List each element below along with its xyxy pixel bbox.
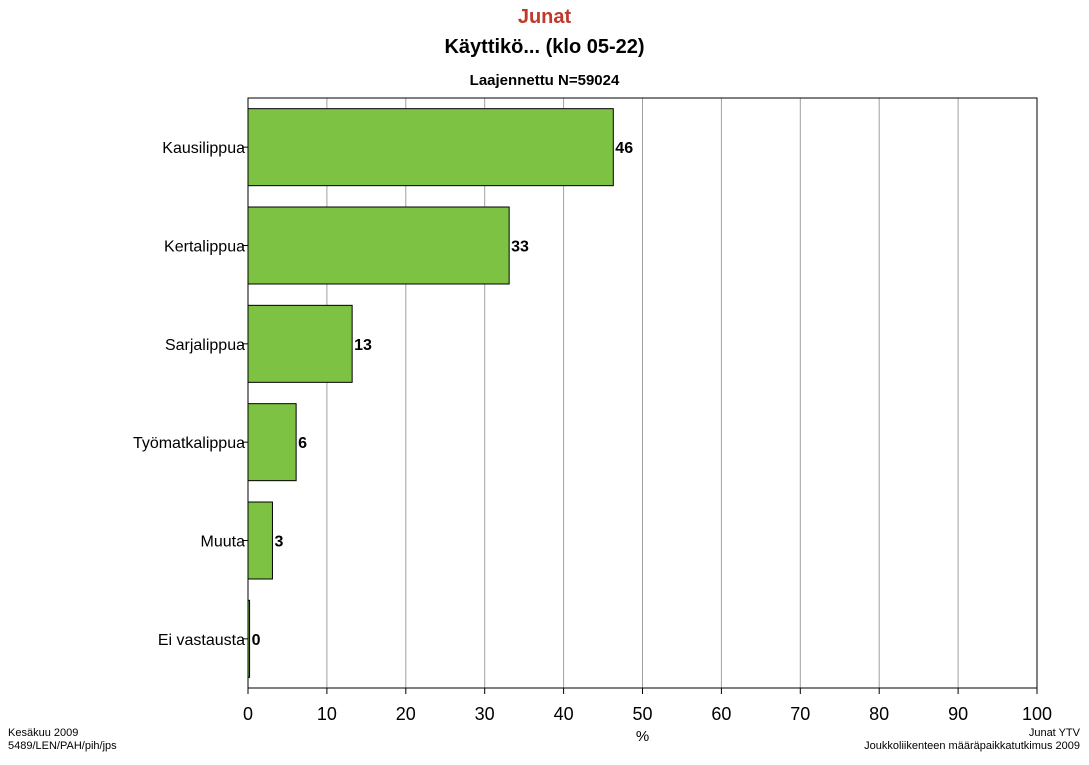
category-label: Sarjalippua — [165, 337, 245, 354]
x-axis-label: % — [636, 728, 649, 745]
category-label: Muuta — [201, 534, 246, 551]
x-tick-label: 20 — [396, 704, 416, 724]
data-label: 6 — [298, 435, 307, 452]
bar — [247, 599, 251, 678]
x-tick-label: 10 — [317, 704, 337, 724]
footer-date: Kesäkuu 2009 — [8, 727, 79, 739]
bar — [247, 501, 273, 580]
data-label: 46 — [615, 140, 633, 157]
x-tick-label: 100 — [1022, 704, 1052, 724]
bar — [247, 206, 510, 285]
chart-title: Junat — [517, 6, 572, 28]
chart-sample-size: Laajennettu N=59024 — [469, 72, 620, 89]
footer-reference: 5489/LEN/PAH/pih/jps — [8, 740, 117, 752]
category-label: Kausilippua — [162, 140, 245, 157]
footer-source: Junat YTV — [1028, 727, 1080, 739]
bar — [247, 108, 614, 187]
x-tick-label: 30 — [475, 704, 495, 724]
data-label: 0 — [252, 632, 261, 649]
x-tick-label: 80 — [869, 704, 889, 724]
data-label: 13 — [354, 337, 372, 354]
category-label: Ei vastausta — [158, 632, 245, 649]
x-tick-label: 90 — [948, 704, 968, 724]
bar — [247, 304, 353, 383]
footer-right: Junat YTV Joukkoliikenteen määräpaikkatu… — [864, 727, 1080, 753]
footer-study: Joukkoliikenteen määräpaikkatutkimus 200… — [864, 740, 1080, 752]
category-label: Kertalippua — [164, 239, 245, 256]
x-tick-label: 50 — [632, 704, 652, 724]
x-tick-label: 0 — [243, 704, 253, 724]
x-tick-label: 60 — [711, 704, 731, 724]
x-tick-label: 40 — [554, 704, 574, 724]
x-tick-label: 70 — [790, 704, 810, 724]
bar — [247, 403, 297, 482]
data-label: 33 — [511, 239, 529, 256]
data-label: 3 — [274, 534, 283, 551]
category-label: Työmatkalippua — [133, 435, 245, 452]
footer-left: Kesäkuu 2009 5489/LEN/PAH/pih/jps — [8, 727, 117, 753]
chart-subtitle: Käyttikö... (klo 05-22) — [444, 36, 645, 58]
